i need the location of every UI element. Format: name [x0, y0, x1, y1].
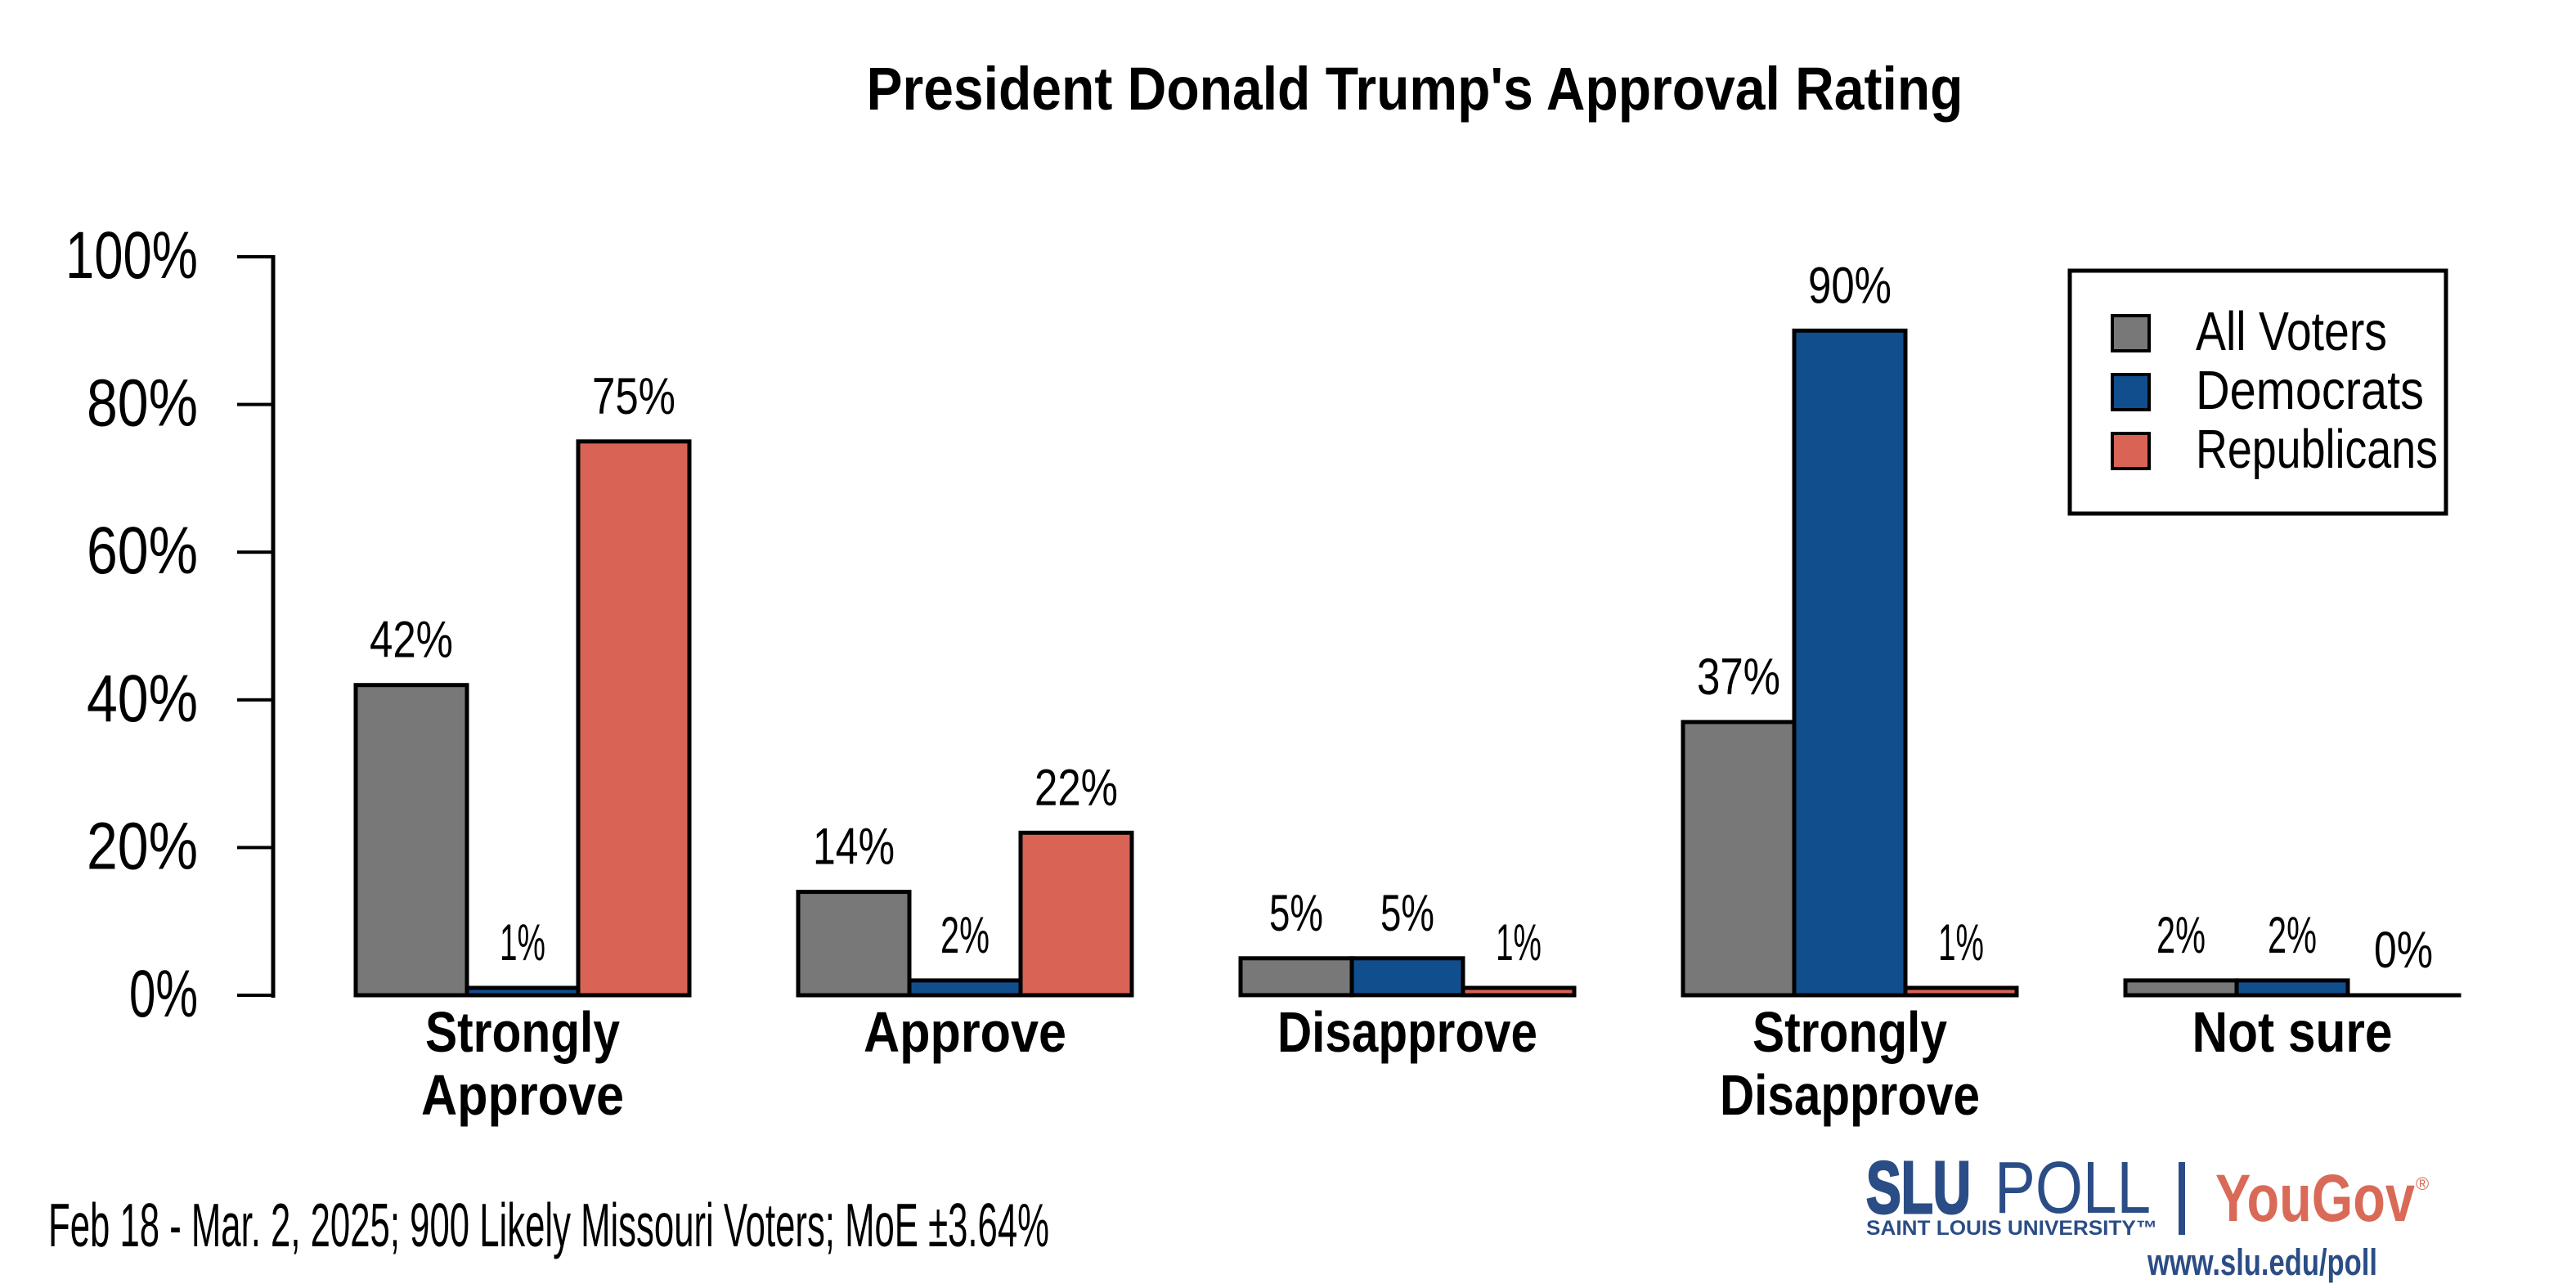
- svg-text:®: ®: [2416, 1174, 2429, 1194]
- svg-text:All Voters: All Voters: [2196, 301, 2387, 362]
- svg-text:90%: 90%: [1808, 257, 1892, 314]
- svg-text:President Donald Trump's Appro: President Donald Trump's Approval Rating: [867, 55, 1963, 123]
- svg-text:www.slu.edu/poll: www.slu.edu/poll: [2147, 1241, 2377, 1283]
- svg-text:Strongly: Strongly: [425, 1000, 620, 1064]
- svg-text:SAINT LOUIS UNIVERSITY™: SAINT LOUIS UNIVERSITY™: [1866, 1217, 2157, 1240]
- svg-text:40%: 40%: [87, 662, 198, 736]
- svg-text:80%: 80%: [87, 366, 198, 441]
- svg-text:37%: 37%: [1697, 648, 1780, 706]
- svg-text:100%: 100%: [65, 218, 198, 293]
- svg-text:Democrats: Democrats: [2196, 360, 2424, 421]
- svg-text:Not sure: Not sure: [2192, 1000, 2393, 1064]
- svg-text:2%: 2%: [940, 907, 990, 964]
- svg-text:YouGov: YouGov: [2215, 1161, 2415, 1236]
- svg-text:2%: 2%: [2268, 907, 2317, 964]
- svg-text:Disapprove: Disapprove: [1277, 1000, 1537, 1064]
- svg-text:2%: 2%: [2156, 907, 2206, 964]
- svg-text:22%: 22%: [1034, 759, 1118, 816]
- svg-text:5%: 5%: [1269, 885, 1323, 942]
- svg-text:75%: 75%: [592, 368, 675, 425]
- svg-text:1%: 1%: [500, 914, 545, 972]
- svg-text:Republicans: Republicans: [2196, 419, 2438, 480]
- svg-text:0%: 0%: [129, 957, 198, 1031]
- svg-text:Approve: Approve: [421, 1063, 624, 1127]
- svg-text:60%: 60%: [87, 514, 198, 588]
- svg-text:Disapprove: Disapprove: [1720, 1063, 1980, 1127]
- svg-text:Strongly: Strongly: [1752, 1000, 1947, 1064]
- svg-text:Approve: Approve: [864, 1000, 1066, 1064]
- svg-text:1%: 1%: [1938, 914, 1984, 972]
- svg-text:1%: 1%: [1496, 914, 1542, 972]
- svg-text:42%: 42%: [370, 612, 453, 669]
- svg-text:20%: 20%: [87, 809, 198, 883]
- svg-text:POLL: POLL: [1995, 1147, 2151, 1229]
- svg-text:SLU: SLU: [1866, 1147, 1971, 1229]
- svg-text:5%: 5%: [1380, 885, 1434, 942]
- svg-text:14%: 14%: [813, 819, 895, 876]
- svg-text:0%: 0%: [2374, 922, 2433, 979]
- svg-text:Feb 18 - Mar. 2, 2025; 900 Lik: Feb 18 - Mar. 2, 2025; 900 Likely Missou…: [48, 1191, 1049, 1259]
